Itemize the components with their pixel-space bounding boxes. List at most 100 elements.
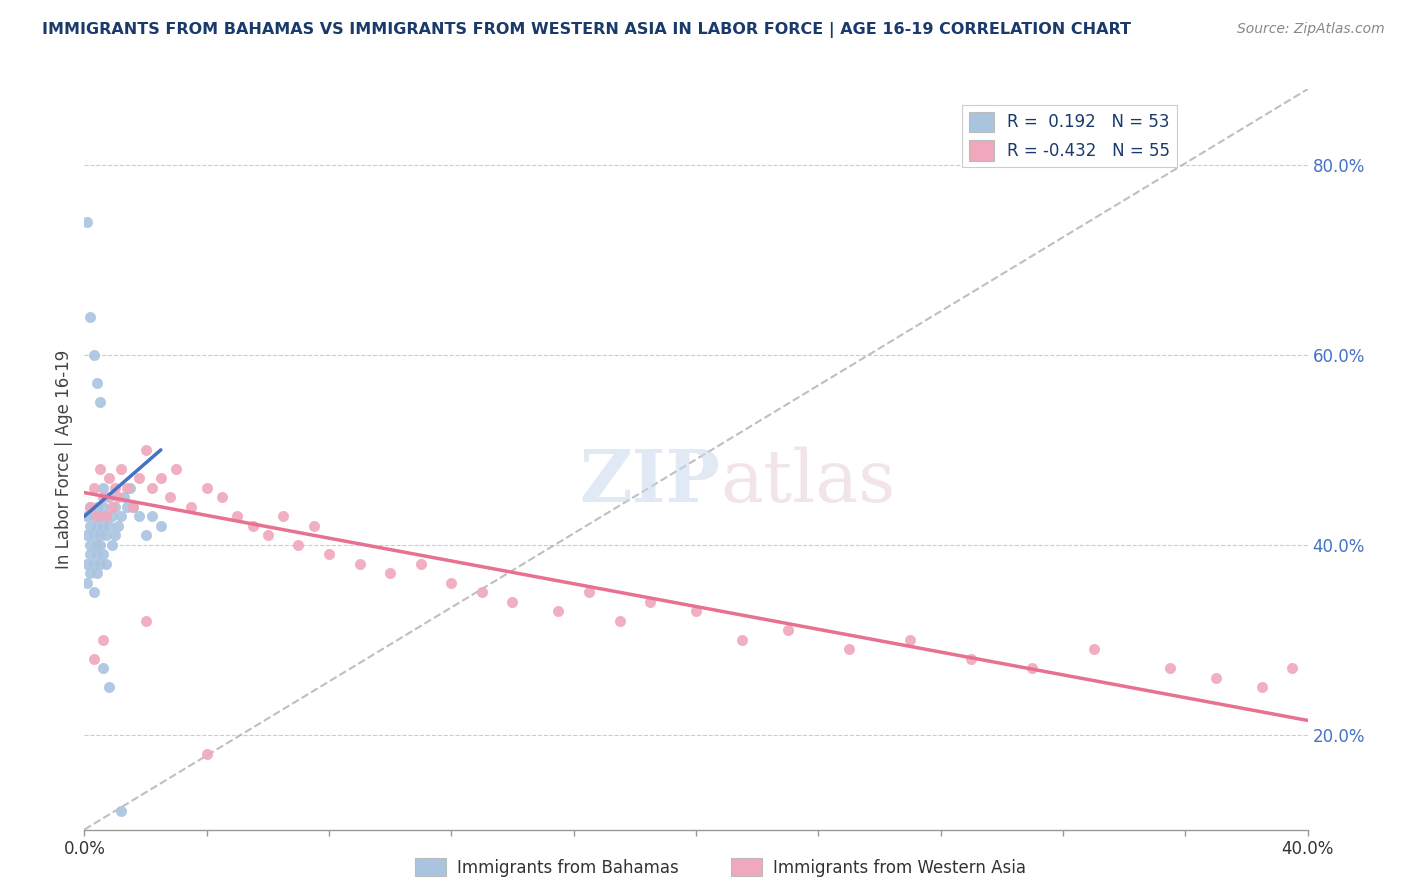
- Point: [149, 471, 172, 485]
- Point: [110, 509, 132, 524]
- Point: [83, 585, 105, 599]
- Point: [94, 509, 117, 524]
- Point: [141, 481, 163, 495]
- Point: [89, 557, 111, 571]
- Legend: R =  0.192   N = 53, R = -0.432   N = 55: R = 0.192 N = 53, R = -0.432 N = 55: [962, 105, 1177, 168]
- Point: [578, 585, 600, 599]
- Point: [101, 538, 124, 552]
- Point: [94, 557, 117, 571]
- Point: [86, 509, 108, 524]
- Point: [141, 509, 163, 524]
- Point: [104, 500, 127, 514]
- Point: [195, 747, 218, 761]
- Point: [547, 604, 569, 618]
- Point: [89, 395, 111, 409]
- Point: [115, 481, 138, 495]
- Point: [91, 547, 114, 561]
- Point: [135, 442, 157, 457]
- Point: [86, 376, 108, 391]
- Point: [409, 557, 432, 571]
- Point: [471, 585, 494, 599]
- Point: [287, 538, 309, 552]
- Point: [120, 481, 142, 495]
- Point: [83, 528, 105, 542]
- Point: [79, 547, 101, 561]
- Point: [76, 575, 98, 590]
- Point: [76, 215, 98, 229]
- Point: [79, 518, 101, 533]
- Point: [257, 528, 280, 542]
- Point: [302, 518, 325, 533]
- Point: [91, 481, 114, 495]
- Point: [165, 462, 187, 476]
- Point: [83, 509, 105, 524]
- Point: [79, 500, 101, 514]
- Point: [226, 509, 249, 524]
- Point: [91, 500, 114, 514]
- Point: [122, 500, 145, 514]
- Point: [94, 509, 117, 524]
- Point: [104, 481, 127, 495]
- Point: [609, 614, 631, 628]
- Point: [149, 518, 172, 533]
- Point: [110, 462, 132, 476]
- Point: [776, 624, 799, 638]
- Point: [112, 491, 135, 505]
- Point: [86, 538, 108, 552]
- Point: [638, 595, 661, 609]
- Point: [135, 614, 157, 628]
- Point: [685, 604, 707, 618]
- Point: [79, 310, 101, 324]
- Text: atlas: atlas: [720, 446, 896, 516]
- Point: [115, 500, 138, 514]
- Point: [86, 566, 108, 581]
- Point: [107, 491, 129, 505]
- Point: [89, 538, 111, 552]
- Point: [128, 471, 150, 485]
- Point: [110, 804, 132, 818]
- Point: [128, 509, 150, 524]
- Point: [159, 491, 181, 505]
- Point: [86, 547, 108, 561]
- Text: Immigrants from Western Asia: Immigrants from Western Asia: [773, 859, 1026, 877]
- Point: [91, 661, 114, 675]
- Point: [89, 509, 111, 524]
- Point: [101, 509, 124, 524]
- Text: Source: ZipAtlas.com: Source: ZipAtlas.com: [1237, 22, 1385, 37]
- Point: [83, 481, 105, 495]
- Point: [960, 651, 983, 665]
- Y-axis label: In Labor Force | Age 16-19: In Labor Force | Age 16-19: [55, 350, 73, 569]
- Point: [76, 509, 98, 524]
- Point: [97, 491, 120, 505]
- Text: IMMIGRANTS FROM BAHAMAS VS IMMIGRANTS FROM WESTERN ASIA IN LABOR FORCE | AGE 16-: IMMIGRANTS FROM BAHAMAS VS IMMIGRANTS FR…: [42, 22, 1132, 38]
- Point: [91, 518, 114, 533]
- Point: [122, 500, 145, 514]
- Point: [838, 642, 860, 657]
- Point: [89, 528, 111, 542]
- Point: [211, 491, 233, 505]
- Point: [349, 557, 371, 571]
- Text: ZIP: ZIP: [579, 446, 720, 517]
- Point: [380, 566, 402, 581]
- Point: [83, 651, 105, 665]
- Point: [79, 500, 101, 514]
- Point: [440, 575, 463, 590]
- Point: [79, 538, 101, 552]
- Point: [97, 471, 120, 485]
- Point: [1021, 661, 1043, 675]
- Point: [1205, 671, 1227, 685]
- Point: [79, 566, 101, 581]
- Point: [1281, 661, 1303, 675]
- Point: [318, 547, 340, 561]
- Point: [1083, 642, 1105, 657]
- Point: [83, 557, 105, 571]
- Point: [76, 557, 98, 571]
- Point: [86, 500, 108, 514]
- Point: [91, 632, 114, 647]
- Point: [86, 518, 108, 533]
- Point: [195, 481, 218, 495]
- Point: [89, 462, 111, 476]
- Point: [731, 632, 754, 647]
- Point: [94, 528, 117, 542]
- Point: [898, 632, 921, 647]
